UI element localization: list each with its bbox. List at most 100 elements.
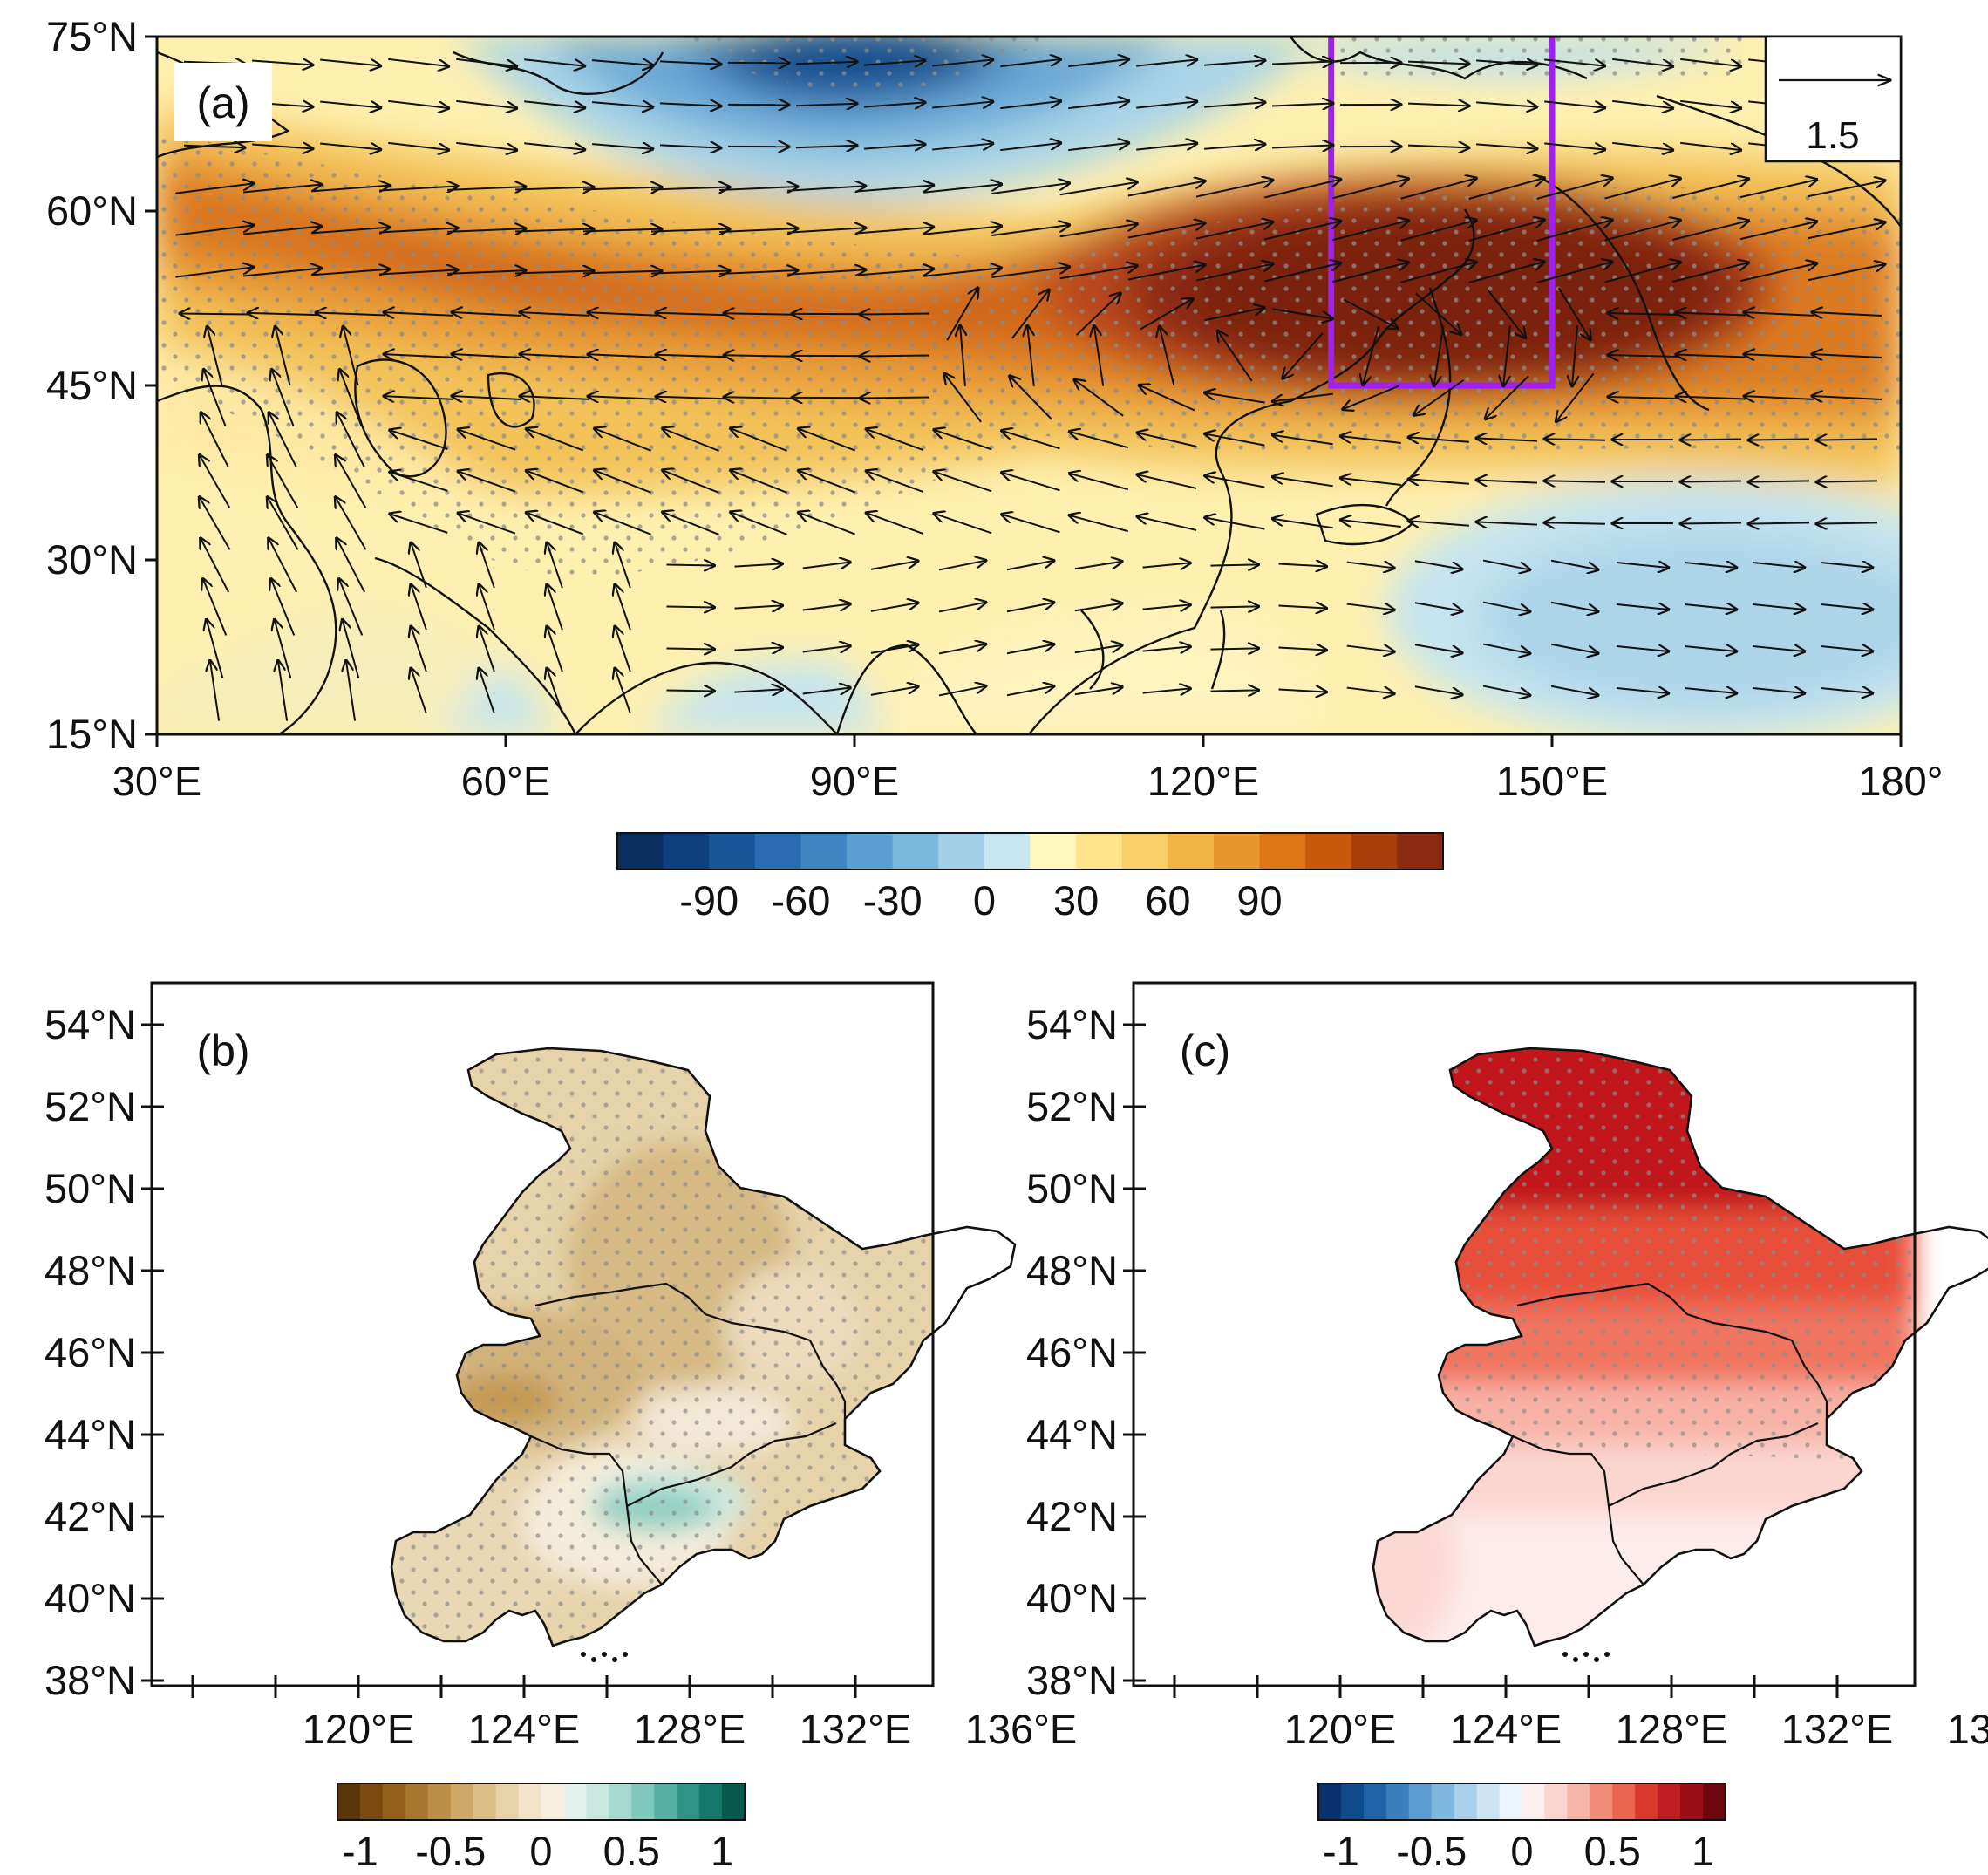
wind-arrow: [1676, 397, 1746, 399]
colorbar-frame: [337, 1783, 746, 1821]
wind-arrow: [1753, 604, 1805, 610]
wind-arrow: [1010, 376, 1053, 420]
panel-a-field: [157, 37, 1901, 734]
colorbar-swatch: [663, 833, 710, 869]
lat-tick-label: 46°N: [1026, 1329, 1118, 1375]
colorbar-swatch: [722, 1783, 746, 1820]
wind-arrow: [1676, 313, 1746, 316]
wind-arrow: [390, 514, 448, 534]
island: [591, 1657, 596, 1662]
colorbar-label: -1: [342, 1828, 378, 1874]
wind-arrow: [1205, 517, 1265, 530]
wind-arrow: [1812, 396, 1882, 399]
wind-arrow: [1468, 262, 1545, 283]
colorbar-label: 0.5: [603, 1828, 660, 1874]
wind-arrow: [1002, 431, 1060, 450]
wind-arrow: [938, 686, 986, 697]
wind-arrow: [1617, 646, 1669, 651]
wind-arrow: [271, 579, 296, 636]
wind-arrow: [268, 455, 299, 508]
wind-arrow: [855, 185, 934, 193]
wind-arrow: [1340, 520, 1401, 528]
wind-arrow: [1816, 522, 1878, 523]
lat-tick-label: 45°N: [46, 362, 138, 408]
wind-arrow: [1617, 688, 1669, 693]
colorbar-swatch: [1703, 1783, 1726, 1820]
wind-arrow: [588, 312, 658, 315]
wind-arrow: [452, 354, 522, 358]
panel-c-province-borders: [1372, 1047, 1988, 1662]
lon-tick-label: 120°E: [303, 1706, 415, 1752]
wind-arrow: [1414, 685, 1462, 695]
wind-arrow: [1343, 298, 1398, 329]
wind-arrow: [938, 603, 986, 613]
island: [1604, 1652, 1610, 1657]
colorbar-swatch: [337, 1783, 361, 1820]
wind-arrow: [855, 227, 934, 235]
wind-arrow: [343, 326, 359, 386]
island: [1583, 1652, 1589, 1657]
wind-arrow: [870, 561, 918, 570]
wind-arrow: [269, 412, 297, 467]
colorbar-swatch: [405, 1783, 429, 1820]
wind-arrow: [1753, 688, 1805, 693]
colorbar-label: 0.5: [1584, 1828, 1641, 1874]
colorbar-swatch: [1351, 833, 1398, 869]
wind-arrow: [615, 584, 631, 631]
wind-arrow: [1612, 58, 1673, 66]
colorbar-label: 30: [1053, 877, 1099, 924]
wind-arrow: [411, 584, 427, 631]
colorbar-swatch: [427, 1783, 452, 1820]
colorbar-label: -0.5: [1396, 1828, 1467, 1874]
wind-arrow: [1544, 439, 1606, 440]
wind-arrow: [1408, 479, 1469, 483]
wind-arrow: [1000, 59, 1061, 68]
wind-arrow: [582, 271, 662, 274]
wind-arrow: [1808, 222, 1885, 240]
wind-arrow: [514, 188, 594, 190]
wind-arrow: [1414, 560, 1462, 569]
wind-arrow: [1068, 143, 1129, 152]
wind-arrow: [1672, 262, 1748, 283]
lat-tick-label: 44°N: [44, 1411, 136, 1457]
colorbar-swatch: [609, 1783, 632, 1820]
wind-arrow: [582, 188, 662, 190]
wind-arrow: [615, 626, 631, 672]
wind-arrow: [1407, 104, 1469, 106]
region-outline: [390, 1047, 1017, 1647]
reference-vector-box: 1.5: [1764, 35, 1903, 163]
wind-arrow: [458, 429, 516, 451]
wind-arrow: [1272, 435, 1333, 446]
wind-arrow: [662, 470, 719, 494]
lon-tick-label: 150°E: [1496, 758, 1609, 804]
wind-arrow: [1415, 292, 1461, 335]
wind-arrow: [275, 619, 292, 678]
wind-arrow: [946, 288, 978, 341]
wind-arrow: [1536, 262, 1613, 283]
wind-arrow: [514, 271, 594, 274]
wind-arrow: [1821, 646, 1873, 651]
wind-arrow: [615, 668, 631, 714]
colorbar-swatch: [1567, 1783, 1590, 1820]
lon-tick-label: 30°E: [112, 758, 201, 804]
wind-arrow: [724, 397, 794, 398]
wind-arrow: [1136, 143, 1197, 151]
wind-arrow: [1476, 102, 1537, 106]
wind-arrow: [1617, 562, 1669, 568]
wind-arrow: [1608, 355, 1678, 357]
wind-arrow: [1604, 178, 1681, 200]
wind-arrow: [795, 62, 857, 65]
wind-arrow: [1556, 372, 1595, 421]
wind-arrow: [1400, 178, 1477, 200]
colorbar-swatch: [473, 1783, 497, 1820]
wind-arrow: [1608, 397, 1678, 399]
wind-arrow: [1346, 604, 1395, 610]
wind-arrow: [1572, 325, 1577, 386]
wind-arrow: [1680, 481, 1742, 482]
panel-b-label: (b): [196, 1026, 249, 1075]
panel-c-frame: [1132, 981, 1917, 1688]
wind-arrow: [201, 538, 230, 593]
lat-tick-label: 42°N: [1026, 1493, 1118, 1539]
wind-arrow: [1685, 646, 1737, 651]
panel-c-label: (c): [1180, 1026, 1230, 1075]
